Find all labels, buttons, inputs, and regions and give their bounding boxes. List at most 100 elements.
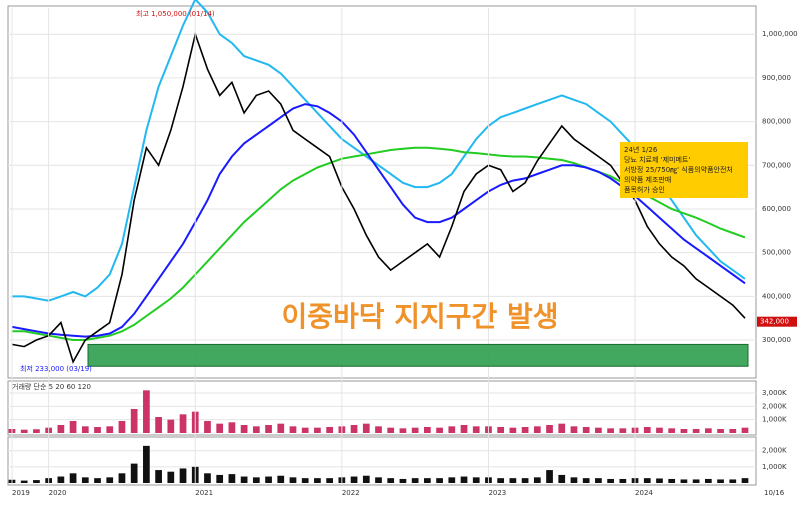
volume-bar — [717, 479, 724, 483]
volume-bar — [228, 474, 236, 483]
volume-bar — [167, 419, 175, 433]
volume-bar — [265, 425, 272, 433]
volume-bar — [375, 477, 382, 483]
volume-bar — [277, 475, 285, 483]
volume-bar — [570, 426, 578, 433]
volume-bar — [326, 427, 333, 433]
volume-bar — [301, 478, 309, 483]
volume-bar — [362, 475, 370, 483]
volume-bar — [143, 445, 150, 483]
volume-bar — [289, 426, 297, 433]
y-tick-label: 300,000 — [762, 336, 791, 344]
volume-bar — [106, 477, 114, 483]
volume-bar — [509, 478, 517, 483]
low-label: 최저 233,000 (03/19) — [20, 364, 92, 373]
volume-bar — [118, 421, 126, 433]
volume-bar — [570, 477, 578, 483]
volume-bar — [497, 427, 505, 433]
volume-bar — [668, 428, 676, 433]
volume-bar — [57, 425, 65, 433]
volume-bar — [216, 474, 224, 483]
volume-bar — [521, 478, 529, 483]
volume-bar — [411, 427, 419, 433]
volume-bar — [33, 480, 40, 483]
volume-bar — [546, 425, 553, 433]
volume-bar — [533, 426, 541, 433]
volume-bar — [81, 426, 89, 433]
volume-bar — [472, 477, 480, 483]
volume-bar — [656, 427, 663, 433]
volume-bar — [81, 477, 89, 483]
volume-bar — [179, 414, 187, 433]
volume-bar — [472, 426, 480, 433]
note-line: 서방정 25/750㎎' 식품의약품안전처 — [624, 165, 733, 175]
volume-bar — [179, 468, 187, 483]
volume-bar — [326, 478, 333, 483]
y-tick-label: 1,000K — [762, 463, 787, 471]
y-tick-label: 3,000K — [762, 389, 787, 397]
volume-bar — [94, 427, 101, 433]
y-tick-label: 600,000 — [762, 205, 791, 213]
y-tick-label: 2,000K — [762, 402, 787, 410]
high-label: 최고 1,050,000 (01/14) — [136, 9, 215, 18]
volume-bar — [289, 477, 297, 483]
y-tick-label: 800,000 — [762, 118, 791, 126]
volume-bar — [69, 473, 77, 483]
volume-bar — [533, 477, 541, 483]
note-line: 의약품 제조판매 — [624, 175, 671, 184]
volume-bar — [595, 478, 602, 483]
volume-bar — [350, 425, 358, 433]
volume-panel — [7, 380, 757, 436]
volume-bar — [57, 476, 65, 483]
volume-bar — [460, 476, 468, 483]
volume-bar — [20, 429, 28, 433]
volume-bar — [582, 427, 590, 433]
volume-bar — [155, 470, 162, 483]
volume-bar — [643, 427, 651, 433]
volume-bar — [741, 478, 749, 483]
volume-bar — [265, 476, 272, 483]
volume-bar — [167, 471, 175, 483]
volume-bar — [497, 478, 505, 483]
volume-bar — [20, 480, 28, 483]
volume-bar — [350, 476, 358, 483]
volume-bar — [619, 428, 627, 433]
y-tick-label: 1,000,000 — [762, 30, 798, 38]
volume-bar — [558, 474, 566, 483]
volume-bar — [204, 473, 211, 483]
volume-bar — [558, 423, 566, 433]
volume-bar — [741, 427, 749, 433]
volume-bar — [668, 478, 676, 483]
x-tick-label: 2019 — [12, 489, 30, 497]
volume-bar — [595, 427, 602, 433]
x-tick-label: 2020 — [49, 489, 67, 497]
note-box — [620, 142, 748, 198]
volume-bar — [692, 429, 700, 433]
current-price-label: 342,000 — [760, 318, 789, 326]
end-label: 10/16 — [764, 489, 785, 497]
volume-bar — [33, 429, 40, 433]
volume-bar — [704, 428, 712, 433]
volume-bar — [228, 422, 236, 433]
volume-bar — [94, 478, 101, 483]
volume-bar — [387, 478, 395, 483]
panel-legend: 거래량 단순 5 20 60 120 — [12, 382, 91, 391]
volume-bar — [314, 427, 321, 433]
volume-bar — [607, 428, 614, 433]
volume-bar — [619, 478, 627, 483]
volume-bar — [448, 426, 456, 433]
volume-bar — [436, 427, 443, 433]
x-tick-label: 2021 — [195, 489, 213, 497]
note-line: 24년 1/26 — [624, 145, 658, 154]
volume-bar — [717, 429, 724, 433]
y-tick-label: 900,000 — [762, 74, 791, 82]
volume-bar — [411, 478, 419, 483]
volume-bar — [424, 478, 431, 483]
volume-bar — [436, 478, 443, 483]
y-tick-label: 400,000 — [762, 292, 791, 300]
volume-bar — [424, 427, 431, 433]
volume-bar — [448, 477, 456, 483]
current-price-tag — [757, 316, 797, 327]
volume-bar — [130, 463, 138, 483]
